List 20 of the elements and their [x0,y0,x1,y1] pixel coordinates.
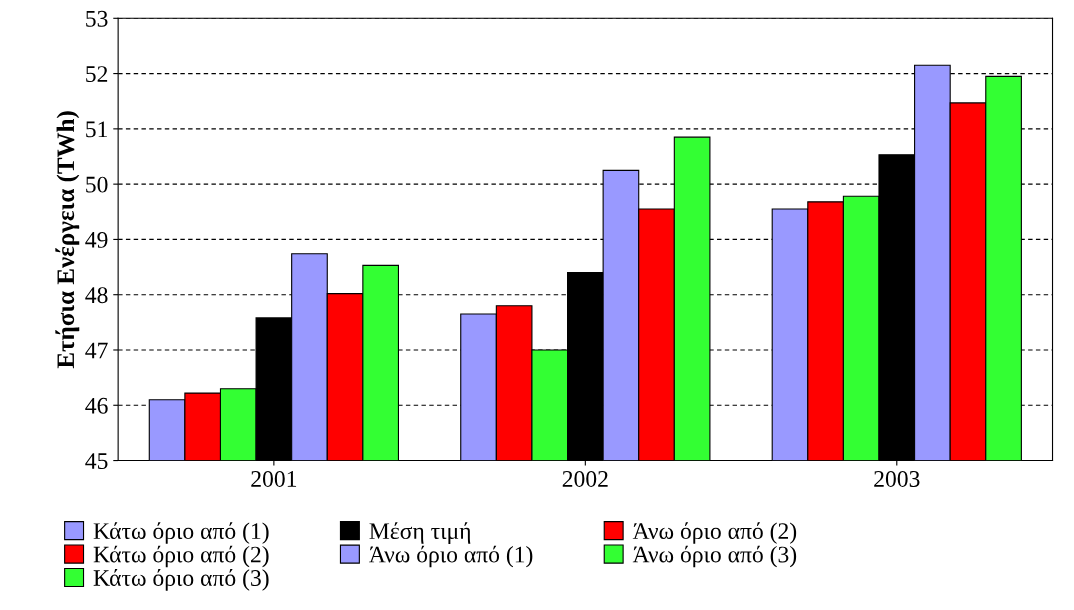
y-tick-label: 46 [85,397,108,414]
y-tick-label: 47 [85,342,108,359]
y-axis-title: Ετήσια Ενέργεια (TWh) [55,111,80,369]
y-tick-label: 48 [85,287,108,304]
legend-label: Άνω όριο από (2) [632,522,797,544]
y-tick-label: 49 [85,231,108,248]
legend-label: Άνω όριο από (1) [369,545,533,568]
y-tick-label: 51 [86,121,107,138]
x-tick-label: 2002 [562,470,608,487]
legend-label: Κάτω όριο από (3) [93,569,269,591]
y-tick-label: 52 [86,66,108,83]
legend-label: Κάτω όριο από (1) [93,522,269,544]
x-tick-label: 2001 [251,470,297,487]
x-tick-label: 2003 [874,470,920,487]
legend-label: Μέση τιμή [369,522,471,544]
legend-label: Άνω όριο από (3) [632,545,797,568]
y-tick-label: 45 [85,453,108,469]
y-tick-label: 53 [86,10,108,27]
y-tick-label: 50 [86,176,108,193]
legend-label: Κάτω όριο από (2) [93,545,269,568]
